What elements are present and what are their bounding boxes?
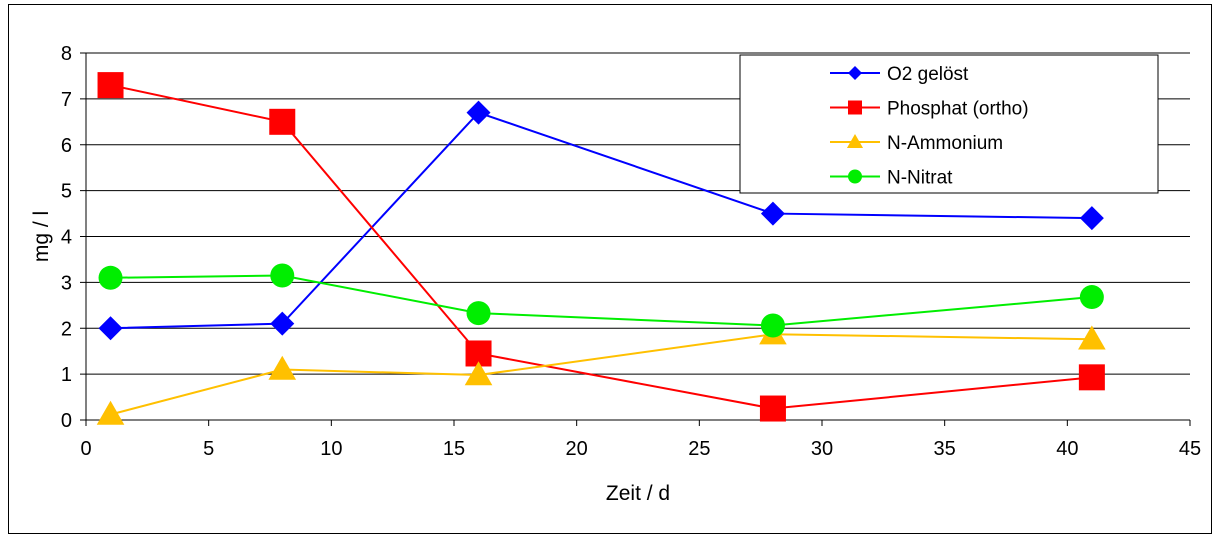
data-point (269, 108, 296, 135)
y-tick-label: 5 (61, 181, 72, 203)
series-1 (97, 72, 1105, 422)
data-point (759, 395, 786, 422)
data-point (270, 311, 295, 336)
legend-marker (848, 169, 862, 184)
y-tick-label: 8 (61, 43, 72, 65)
x-tick-label: 10 (320, 438, 342, 460)
data-point (466, 100, 491, 125)
y-tick-label: 4 (61, 227, 72, 249)
legend-item: N-Ammonium (830, 133, 1003, 154)
y-tick-label: 1 (61, 364, 72, 386)
data-point (98, 265, 123, 290)
x-tick-label: 25 (688, 438, 710, 460)
data-point (760, 201, 785, 226)
data-point (1079, 285, 1104, 310)
series-3 (98, 263, 1104, 338)
data-point (96, 400, 125, 425)
legend-marker (848, 100, 862, 115)
x-tick-label: 5 (203, 438, 214, 460)
x-tick-label: 45 (1179, 438, 1201, 460)
y-tick-label: 2 (61, 318, 72, 340)
legend-label: N-Nitrat (887, 168, 953, 189)
y-tick-label: 0 (61, 410, 72, 432)
legend-label: N-Ammonium (887, 133, 1003, 154)
data-point (1078, 325, 1106, 350)
data-point (270, 263, 295, 288)
series-group (96, 72, 1106, 425)
series-line (110, 274, 1092, 327)
x-tick-label: 40 (1056, 438, 1078, 460)
x-tick-label: 35 (934, 438, 956, 460)
legend-label: O2 gelöst (887, 64, 969, 85)
data-point (760, 313, 785, 338)
y-tick-label: 3 (61, 272, 72, 294)
y-tick-label: 7 (61, 89, 72, 111)
legend: O2 gelöst Phosphat (ortho) N-Ammonium N-Nit… (739, 54, 1159, 194)
data-point (466, 301, 491, 326)
x-axis-title: Zeit / d (606, 482, 670, 505)
legend-item: O2 gelöst (830, 64, 969, 85)
legend-marker (846, 133, 864, 148)
legend-item: Phosphat (ortho) (830, 99, 1029, 120)
legend-marker (848, 66, 862, 80)
x-tick-label: 15 (443, 438, 465, 460)
series-0 (98, 100, 1104, 341)
data-point (98, 316, 123, 341)
series-2 (96, 320, 1106, 425)
legend-box (739, 54, 1159, 194)
data-point (1079, 206, 1104, 231)
data-point (464, 361, 493, 386)
data-point (97, 72, 124, 99)
legend-label: Phosphat (ortho) (887, 99, 1029, 120)
x-tick-label: 30 (811, 438, 833, 460)
data-point (268, 355, 297, 380)
legend-item: N-Nitrat (830, 168, 953, 189)
x-tick-label: 0 (80, 438, 91, 460)
y-axis-title: mg / l (30, 211, 53, 262)
y-tick-label: 6 (61, 135, 72, 157)
x-tick-label: 20 (566, 438, 588, 460)
data-point (1078, 364, 1105, 391)
